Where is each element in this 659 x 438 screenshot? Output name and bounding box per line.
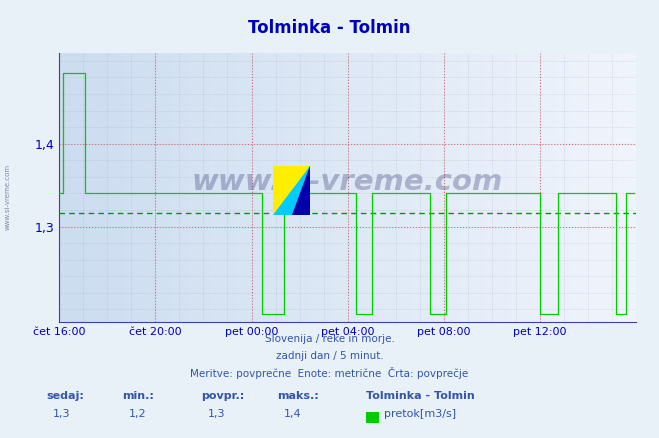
Text: min.:: min.: <box>122 392 154 402</box>
Text: Slovenija / reke in morje.: Slovenija / reke in morje. <box>264 335 395 344</box>
Polygon shape <box>273 166 310 215</box>
Text: 1,3: 1,3 <box>53 409 71 419</box>
Text: 1,2: 1,2 <box>129 409 146 419</box>
Text: 1,3: 1,3 <box>208 409 225 419</box>
Polygon shape <box>273 166 310 215</box>
Text: pretok[m3/s]: pretok[m3/s] <box>384 409 455 419</box>
Text: maks.:: maks.: <box>277 392 318 402</box>
Polygon shape <box>279 166 310 215</box>
Text: Tolminka - Tolmin: Tolminka - Tolmin <box>366 392 474 402</box>
Text: www.si-vreme.com: www.si-vreme.com <box>5 164 11 230</box>
Text: zadnji dan / 5 minut.: zadnji dan / 5 minut. <box>275 351 384 361</box>
Text: Tolminka - Tolmin: Tolminka - Tolmin <box>248 19 411 38</box>
Text: www.si-vreme.com: www.si-vreme.com <box>192 168 503 196</box>
Text: 1,4: 1,4 <box>283 409 301 419</box>
Polygon shape <box>291 166 310 215</box>
Polygon shape <box>273 166 310 215</box>
Text: povpr.:: povpr.: <box>201 392 244 402</box>
Text: Meritve: povprečne  Enote: metrične  Črta: povprečje: Meritve: povprečne Enote: metrične Črta:… <box>190 367 469 379</box>
Text: sedaj:: sedaj: <box>46 392 84 402</box>
